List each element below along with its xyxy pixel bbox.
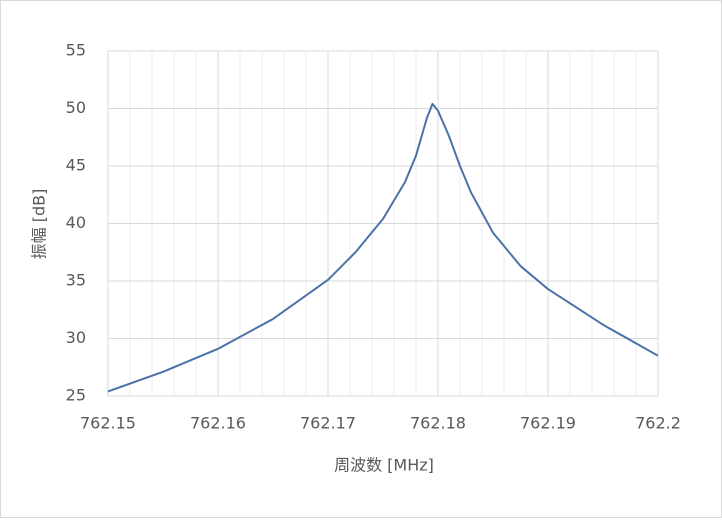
- x-tick-label: 762.2: [635, 414, 681, 433]
- x-tick-label: 762.17: [300, 414, 356, 433]
- x-tick-label: 762.16: [190, 414, 246, 433]
- x-tick-label: 762.19: [520, 414, 576, 433]
- y-tick-label: 25: [66, 386, 86, 405]
- x-tick-label: 762.15: [80, 414, 136, 433]
- y-tick-label: 45: [66, 156, 86, 175]
- y-tick-label: 30: [66, 328, 86, 347]
- y-tick-label: 40: [66, 213, 86, 232]
- y-tick-label: 35: [66, 271, 86, 290]
- line-series: [107, 102, 659, 393]
- y-tick-label: 50: [66, 98, 86, 117]
- y-tick-label: 55: [66, 41, 86, 60]
- x-axis-title: 周波数 [MHz]: [334, 456, 434, 475]
- y-axis-title: 振幅 [dB]: [30, 189, 49, 260]
- x-tick-label: 762.18: [410, 414, 466, 433]
